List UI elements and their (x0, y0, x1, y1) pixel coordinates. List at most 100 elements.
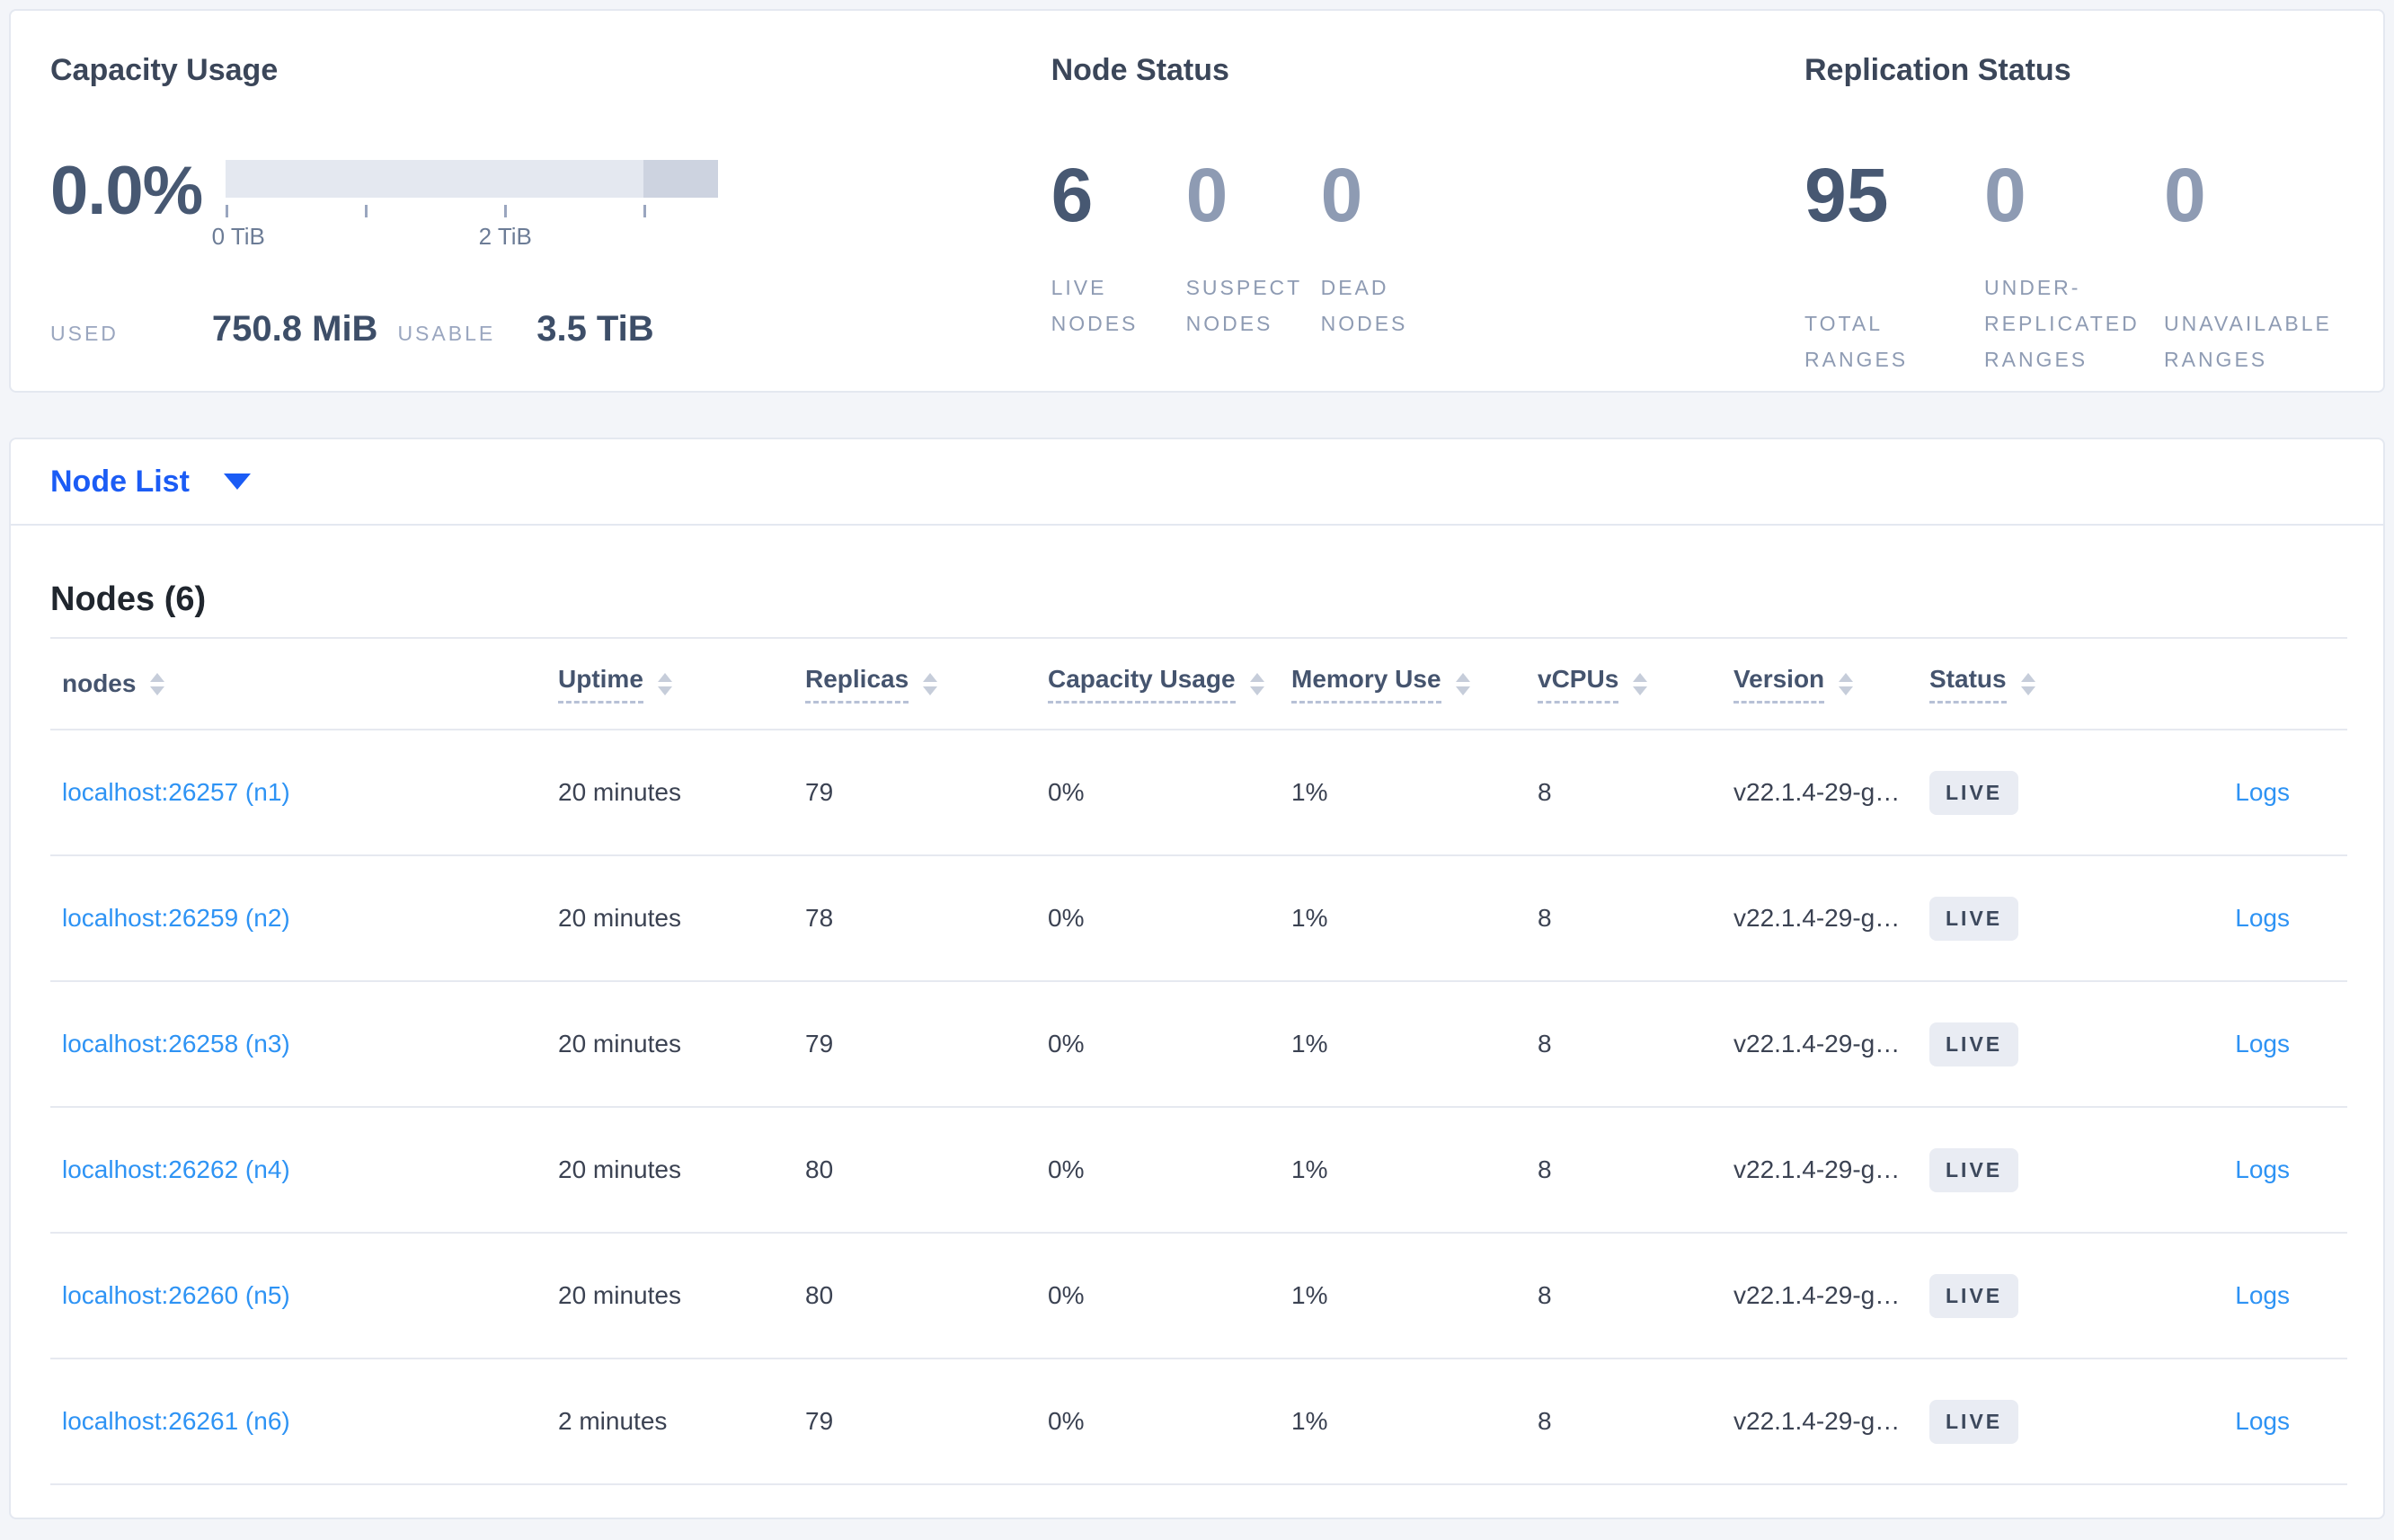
axis-tick (504, 205, 508, 217)
version-cell: v22.1.4-29-g… (1733, 1407, 1901, 1435)
node-address-cell: localhost:26259 (n2) (50, 904, 558, 933)
live-nodes-label: LIVE NODES (1051, 276, 1139, 335)
node-link[interactable]: localhost:26262 (n4) (62, 1155, 290, 1183)
vcpus-cell: 8 (1538, 1407, 1552, 1435)
column-header-nodes[interactable]: nodes (50, 669, 558, 698)
replication-status-section: Replication Status 95 0 0 TOTAL RANGES U… (1804, 49, 2344, 391)
replicas-cell: 79 (805, 1030, 834, 1058)
live-status-badge: LIVE (1929, 1399, 2019, 1444)
column-header-status[interactable]: Status (1929, 665, 2149, 704)
table-row: localhost:26261 (n6) 2 minutes 79 0% 1% … (50, 1359, 2347, 1485)
vcpus-cell: 8 (1538, 778, 1552, 806)
column-header-vcpus[interactable]: vCPUs (1538, 665, 1733, 704)
uptime-cell: 20 minutes (558, 778, 681, 806)
logs-cell: Logs (2149, 1155, 2347, 1184)
node-link[interactable]: localhost:26261 (n6) (62, 1407, 290, 1435)
capacity-bar-axis: 0 TiB 2 TiB (212, 198, 718, 252)
live-status-badge: LIVE (1929, 1273, 2019, 1318)
memory-use-cell: 1% (1291, 1407, 1328, 1435)
logs-link[interactable]: Logs (2235, 778, 2290, 806)
live-nodes-value: 6 (1051, 153, 1094, 237)
table-row: localhost:26262 (n4) 20 minutes 80 0% 1%… (50, 1108, 2347, 1234)
node-link[interactable]: localhost:26260 (n5) (62, 1281, 290, 1309)
memory-use-cell: 1% (1291, 1030, 1328, 1058)
capacity-usage-cell: 0% (1048, 1281, 1085, 1309)
cluster-summary-card: Capacity Usage 0.0% 0 TiB 2 TiB USED 750… (9, 9, 2385, 393)
capacity-usage-cell: 0% (1048, 1030, 1085, 1058)
version-cell: v22.1.4-29-g… (1733, 1281, 1901, 1309)
logs-link[interactable]: Logs (2235, 1155, 2290, 1183)
node-link[interactable]: localhost:26258 (n3) (62, 1030, 290, 1058)
sort-icon[interactable] (923, 672, 938, 695)
version-cell: v22.1.4-29-g… (1733, 904, 1901, 932)
sort-icon[interactable] (657, 672, 672, 695)
capacity-usage-cell: 0% (1048, 778, 1085, 806)
node-list-dropdown[interactable]: Node List (50, 465, 251, 500)
logs-cell: Logs (2149, 1407, 2347, 1436)
replication-status-title: Replication Status (1804, 53, 2071, 87)
title-divider (50, 637, 2347, 639)
logs-link[interactable]: Logs (2235, 1030, 2290, 1058)
vcpus-cell: 8 (1538, 1281, 1552, 1309)
column-header-capacity-usage[interactable]: Capacity Usage (1048, 665, 1291, 704)
node-address-cell: localhost:26258 (n3) (50, 1030, 558, 1058)
capacity-usage-section: Capacity Usage 0.0% 0 TiB 2 TiB USED 750… (50, 49, 1051, 391)
column-header-replicas[interactable]: Replicas (805, 665, 1048, 704)
column-header-uptime[interactable]: Uptime (558, 665, 805, 704)
vcpus-cell: 8 (1538, 1155, 1552, 1183)
node-status-section: Node Status 6 0 0 LIVE NODES SUSPECT NOD… (1051, 49, 1804, 391)
vcpus-cell: 8 (1538, 1030, 1552, 1058)
nodes-panel: Nodes (6) nodes Uptime Replicas Capacit (11, 526, 2383, 1518)
live-status-badge: LIVE (1929, 1147, 2019, 1192)
unavailable-ranges-label: UNAVAILABLE RANGES (2164, 312, 2332, 371)
uptime-cell: 2 minutes (558, 1407, 668, 1435)
used-value: 750.8 MiB (211, 309, 378, 349)
sort-icon[interactable] (1839, 672, 1854, 695)
column-header-version[interactable]: Version (1733, 665, 1929, 704)
sort-icon[interactable] (150, 672, 165, 695)
memory-use-cell: 1% (1291, 1155, 1328, 1183)
uptime-cell: 20 minutes (558, 1281, 681, 1309)
nodes-count-title: Nodes (6) (50, 580, 207, 618)
capacity-bar-reserved-segment (643, 160, 719, 198)
column-header-memory-use[interactable]: Memory Use (1291, 665, 1538, 704)
node-link[interactable]: localhost:26259 (n2) (62, 904, 290, 932)
uptime-cell: 20 minutes (558, 904, 681, 932)
logs-cell: Logs (2149, 1281, 2347, 1310)
node-list-card: Node List Nodes (6) nodes Uptime Replica… (9, 438, 2385, 1519)
suspect-nodes-value: 0 (1185, 153, 1228, 237)
status-cell: LIVE (1929, 1273, 2149, 1318)
sort-icon[interactable] (1633, 672, 1648, 695)
memory-use-cell: 1% (1291, 904, 1328, 932)
replicas-cell: 80 (805, 1281, 834, 1309)
table-row: localhost:26260 (n5) 20 minutes 80 0% 1%… (50, 1234, 2347, 1359)
version-cell: v22.1.4-29-g… (1733, 1155, 1901, 1183)
axis-tick (226, 205, 229, 217)
sort-icon[interactable] (1455, 672, 1470, 695)
table-row: localhost:26258 (n3) 20 minutes 79 0% 1%… (50, 982, 2347, 1108)
dead-nodes-value: 0 (1320, 153, 1363, 237)
logs-cell: Logs (2149, 778, 2347, 807)
total-ranges-value: 95 (1804, 153, 1889, 237)
logs-link[interactable]: Logs (2235, 1281, 2290, 1309)
uptime-cell: 20 minutes (558, 1030, 681, 1058)
memory-use-cell: 1% (1291, 778, 1328, 806)
logs-link[interactable]: Logs (2235, 904, 2290, 932)
sort-icon[interactable] (2020, 672, 2035, 695)
table-header-row: nodes Uptime Replicas Capacity Usage Mem… (50, 639, 2347, 730)
nodes-table: nodes Uptime Replicas Capacity Usage Mem… (50, 639, 2347, 1485)
sort-icon[interactable] (1249, 672, 1264, 695)
node-list-view-bar: Node List (11, 439, 2383, 526)
capacity-usage-cell: 0% (1048, 1155, 1085, 1183)
suspect-nodes-label: SUSPECT NODES (1185, 276, 1302, 335)
replicas-cell: 80 (805, 1155, 834, 1183)
total-ranges-label: TOTAL RANGES (1804, 312, 1909, 371)
capacity-bar-track (226, 160, 719, 198)
node-link[interactable]: localhost:26257 (n1) (62, 778, 290, 806)
logs-cell: Logs (2149, 1030, 2347, 1058)
status-cell: LIVE (1929, 1022, 2149, 1066)
logs-link[interactable]: Logs (2235, 1407, 2290, 1435)
node-address-cell: localhost:26261 (n6) (50, 1407, 558, 1436)
replicas-cell: 79 (805, 778, 834, 806)
capacity-percent-value: 0.0% (50, 153, 203, 229)
